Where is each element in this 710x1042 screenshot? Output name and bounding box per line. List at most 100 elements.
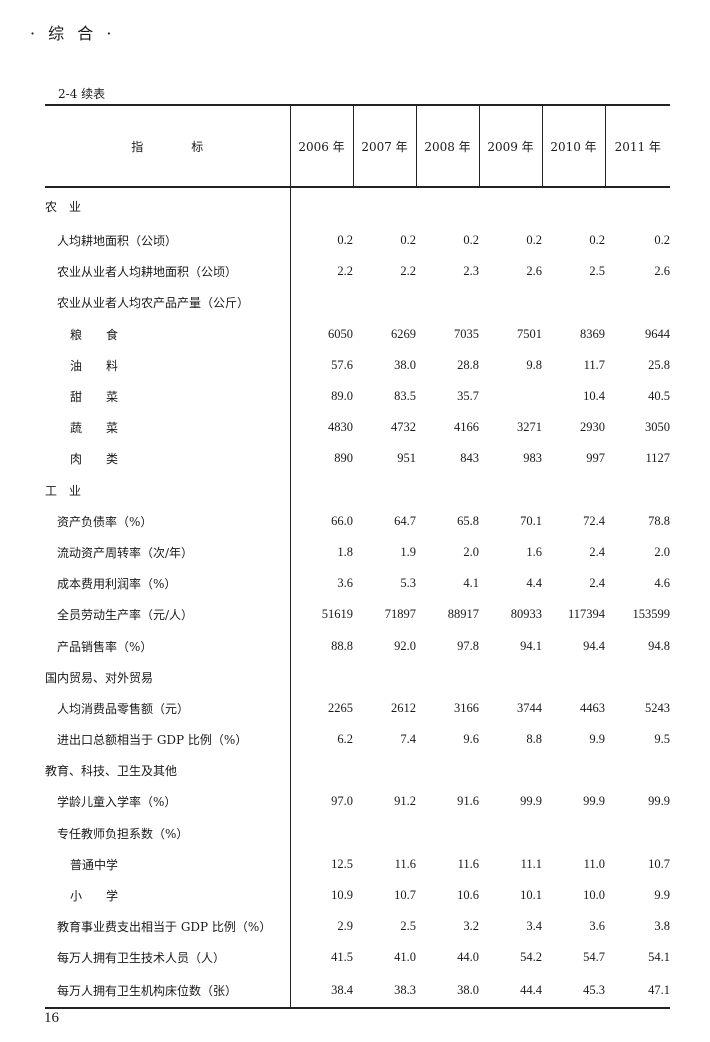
table-cell: 38.3 <box>353 973 416 1009</box>
table-cell: 2265 <box>328 700 353 715</box>
table-row: 全员劳动生产率（元/人） 51619 71897 88917 80933 117394 15… <box>45 599 670 631</box>
table-cell: 9644 <box>645 326 670 341</box>
table-cell: 54.2 <box>520 950 542 965</box>
table-cell: 94.8 <box>648 638 670 653</box>
column-header-indicator: 指 标 <box>45 104 290 188</box>
table-row: 油 料 57.6 38.0 28.8 9.8 11.7 25.8 <box>45 349 670 381</box>
table-cell: 2.3 <box>463 264 479 279</box>
table-cell <box>353 755 416 786</box>
table-cell: 2.2 <box>400 264 416 279</box>
indicator-label: 农业从业者人均耕地面积（公顷） <box>45 256 291 288</box>
table-cell: 2930 <box>580 420 605 435</box>
indicator-label: 农业从业者人均农产品产量（公斤） <box>45 287 291 319</box>
indicator-label: 产品销售率（%） <box>45 630 291 662</box>
table-cell <box>605 662 670 693</box>
table-cell: 117394 <box>567 607 605 622</box>
table-row: 成本费用利润率（%） 3.6 5.3 4.1 4.4 2.4 4.6 <box>45 568 670 600</box>
table-cell: 78.8 <box>648 513 670 528</box>
table-cell: 2.6 <box>654 264 670 279</box>
column-header-year: 2008 年 <box>415 104 479 188</box>
category-label: 工 业 <box>45 474 291 506</box>
table-cell: 7501 <box>517 326 542 341</box>
table-cell: 5243 <box>645 700 670 715</box>
table-cell: 66.0 <box>331 513 353 528</box>
table-row: 甜 菜 89.0 83.5 35.7 10.4 40.5 <box>45 380 670 413</box>
table-cell: 10.0 <box>583 888 605 903</box>
indicator-label: 小 学 <box>45 879 291 912</box>
table-cell: 5.3 <box>400 576 416 591</box>
table-cell: 72.4 <box>583 513 605 528</box>
table-cell <box>416 187 479 225</box>
table-cell <box>353 818 416 849</box>
table-cell <box>416 755 479 786</box>
table-cell <box>542 662 605 693</box>
table-cell: 2.0 <box>654 544 670 559</box>
table-cell <box>605 475 670 506</box>
indicator-label: 甜 菜 <box>45 380 291 413</box>
table-cell: 44.0 <box>457 950 479 965</box>
indicator-label: 流动资产周转率（次/年） <box>45 536 291 569</box>
column-header-year: 2010 年 <box>541 104 605 188</box>
table-cell: 4.1 <box>463 576 479 591</box>
table-cell <box>605 755 670 786</box>
table-cell <box>542 475 605 506</box>
indicator-label: 全员劳动生产率（元/人） <box>45 599 291 631</box>
table-cell <box>479 187 542 225</box>
table-row: 学龄儿童入学率（%） 97.0 91.2 91.6 99.9 99.9 99.9 <box>45 786 670 818</box>
table-cell: 4463 <box>580 700 605 715</box>
table-row: 每万人拥有卫生技术人员（人） 41.5 41.0 44.0 54.2 54.7 54.1 <box>45 942 670 974</box>
table-cell: 2.5 <box>589 264 605 279</box>
table-cell: 38.0 <box>416 973 479 1009</box>
indicator-label: 资产负债率（%） <box>45 505 291 537</box>
table-cell: 9.8 <box>526 357 542 372</box>
table-cell: 3.2 <box>463 919 479 934</box>
table-cell: 2.4 <box>589 544 605 559</box>
column-header-year: 2007 年 <box>352 104 416 188</box>
table-body: 农 业人均耕地面积（公顷） 0.2 0.2 0.2 0.2 0.2 0.2 农业从业者人均耕地… <box>45 187 670 1009</box>
table-row: 肉 类 890 951 843 983 997 1127 <box>45 443 670 475</box>
table-cell: 94.1 <box>520 638 542 653</box>
table-cell: 10.6 <box>457 888 479 903</box>
table-cell: 94.4 <box>583 638 605 653</box>
column-header-year: 2011 年 <box>604 104 670 188</box>
table-cell: 997 <box>586 451 605 466</box>
table-row: 每万人拥有卫生机构床位数（张） 38.4 38.3 38.0 44.4 45.3 47.1 <box>45 973 670 1009</box>
category-label: 教育、科技、卫生及其他 <box>45 755 291 787</box>
table-cell: 11.6 <box>394 856 416 871</box>
table-cell: 38.4 <box>290 973 353 1009</box>
table-cell: 0.2 <box>400 233 416 248</box>
table-cell: 12.5 <box>331 856 353 871</box>
table-cell: 0.2 <box>526 233 542 248</box>
table-cell: 843 <box>460 451 479 466</box>
table-cell: 88.8 <box>331 638 353 653</box>
table-cell: 6269 <box>391 326 416 341</box>
table-row: 小 学 10.9 10.7 10.6 10.1 10.0 9.9 <box>45 879 670 912</box>
table-cell: 91.2 <box>394 794 416 809</box>
category-label: 农 业 <box>45 187 291 225</box>
table-cell: 0.2 <box>463 233 479 248</box>
table-row: 农业从业者人均耕地面积（公顷） 2.2 2.2 2.3 2.6 2.5 2.6 <box>45 256 670 288</box>
table-cell: 35.7 <box>457 389 479 404</box>
table-cell: 2.2 <box>337 264 353 279</box>
table-cell <box>290 818 353 849</box>
table-cell <box>416 287 479 318</box>
table-cell: 10.9 <box>331 888 353 903</box>
table-row: 蔬 菜 4830 4732 4166 3271 2930 3050 <box>45 412 670 444</box>
table-cell: 41.5 <box>331 950 353 965</box>
table-cell: 0.2 <box>337 233 353 248</box>
table-cell: 1.6 <box>526 544 542 559</box>
table-cell: 3744 <box>517 700 542 715</box>
table-cell: 8369 <box>580 326 605 341</box>
table-cell <box>416 475 479 506</box>
table-cell: 9.5 <box>654 732 670 747</box>
table-cell <box>479 381 542 412</box>
indicator-label: 每万人拥有卫生技术人员（人） <box>45 942 291 974</box>
table-row: 进出口总额相当于 GDP 比例（%） 6.2 7.4 9.6 8.8 9.9 9.5 <box>45 724 670 756</box>
table-cell: 3271 <box>517 420 542 435</box>
table-cell: 6.2 <box>337 732 353 747</box>
table-row: 教育事业费支出相当于 GDP 比例（%） 2.9 2.5 3.2 3.4 3.6 3.8 <box>45 911 670 943</box>
statistics-table: 指 标 2006 年 2007 年 2008 年 2009 年 2010 年 2… <box>45 104 670 1009</box>
table-row: 农业从业者人均农产品产量（公斤） <box>45 287 670 319</box>
table-cell: 4.4 <box>526 576 542 591</box>
table-cell: 2612 <box>391 700 416 715</box>
